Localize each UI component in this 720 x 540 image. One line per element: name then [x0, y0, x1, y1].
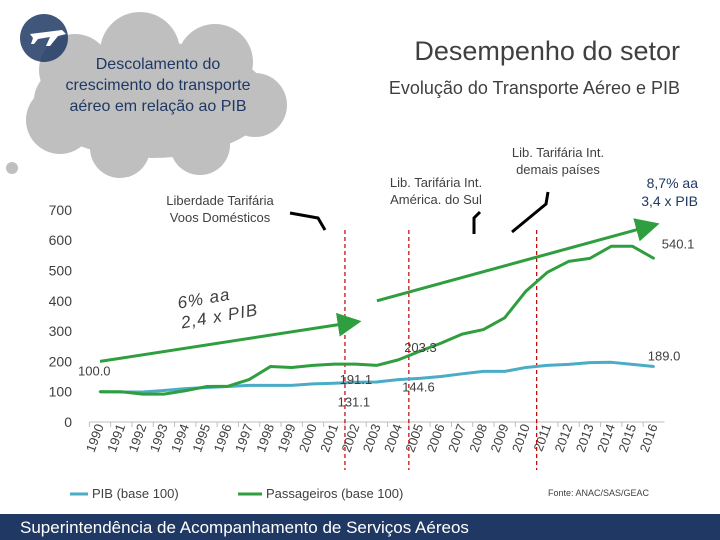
- data-point: [333, 362, 336, 366]
- data-point: [311, 364, 315, 367]
- data-point: [567, 363, 570, 366]
- data-point: [439, 375, 442, 378]
- data-point: [460, 372, 464, 376]
- data-point: [141, 392, 144, 396]
- trend-growth-2003-2016: [376, 218, 660, 303]
- data-point: [375, 364, 379, 367]
- annotation-growth-right: 8,7% aa 3,4 x PIB: [590, 174, 698, 210]
- data-point: [439, 342, 442, 345]
- data-point: [588, 361, 592, 364]
- data-point: [418, 350, 421, 353]
- logo-plane-icon: [20, 14, 68, 62]
- data-point: [375, 380, 379, 384]
- annotation-lib-am-sul-line1: Lib. Tarifária Int.: [389, 175, 483, 190]
- data-point: [482, 328, 485, 331]
- data-point: [503, 370, 506, 373]
- data-point: [205, 385, 208, 388]
- annotation-lib-demais: Lib. Tarifária Int. demais países: [488, 144, 628, 178]
- data-label: 131.1: [338, 394, 371, 409]
- x-tick-label: 2016: [637, 422, 661, 454]
- data-point: [290, 366, 293, 369]
- annotation-growth-right-line1: 8,7% aa: [646, 175, 698, 191]
- data-point: [247, 384, 251, 387]
- footer-bar: [0, 514, 720, 540]
- data-point: [162, 392, 166, 396]
- y-tick-label: 600: [49, 232, 73, 248]
- data-point: [610, 245, 613, 248]
- annotation-lib-demais-line2: demais países: [516, 162, 600, 177]
- y-tick-label: 400: [49, 293, 73, 309]
- data-point: [567, 260, 570, 263]
- y-tick-label: 700: [49, 202, 73, 218]
- data-point: [588, 257, 592, 260]
- annotation-leaders: [289, 191, 550, 234]
- footer-text: Superintendência de Acompanhamento de Se…: [20, 518, 469, 537]
- data-point: [631, 245, 634, 248]
- data-point: [631, 363, 634, 366]
- data-label: 203.3: [404, 340, 437, 355]
- data-point: [524, 366, 528, 369]
- legend-pib: PIB (base 100): [92, 486, 179, 501]
- y-axis: 0 100 200 300 400 500 600 700: [49, 202, 73, 430]
- data-point: [503, 316, 506, 319]
- annotation-lib-am-sul: Lib. Tarifária Int. América. do Sul: [366, 174, 506, 208]
- y-tick-label: 500: [49, 263, 73, 279]
- data-point: [397, 378, 400, 381]
- page-title: Desempenho do setor: [414, 36, 680, 66]
- data-point: [162, 389, 166, 392]
- data-point: [546, 271, 549, 274]
- annotation-liberdade: Liberdade Tarifária Voos Domésticos: [120, 192, 320, 226]
- data-point: [184, 389, 187, 392]
- annotation-growth-right-line2: 3,4 x PIB: [641, 193, 698, 209]
- data-label: 100.0: [78, 364, 111, 379]
- y-tick-label: 100: [49, 384, 73, 400]
- data-point: [247, 378, 251, 381]
- annotation-liberdade-line2: Voos Domésticos: [169, 210, 271, 225]
- data-point: [290, 384, 293, 387]
- data-point: [652, 365, 655, 368]
- data-point: [652, 257, 655, 260]
- data-point: [482, 370, 485, 373]
- data-point: [269, 365, 272, 368]
- data-point: [98, 390, 102, 393]
- data-point: [546, 364, 549, 367]
- trend-arrows: [99, 218, 660, 363]
- data-label: 191.1: [340, 372, 373, 387]
- data-point: [120, 390, 123, 393]
- data-point: [354, 362, 357, 366]
- policy-marker-lines: [344, 230, 538, 470]
- data-point: [333, 382, 336, 385]
- data-point: [397, 358, 400, 362]
- data-point: [418, 377, 421, 380]
- callout-cloud: [6, 12, 287, 178]
- data-point: [311, 382, 315, 386]
- data-label: 189.0: [648, 349, 681, 364]
- data-point: [269, 384, 272, 387]
- annotation-liberdade-line1: Liberdade Tarifária: [166, 193, 274, 208]
- source-note: Fonte: ANAC/SAS/GEAC: [548, 488, 650, 498]
- y-tick-label: 0: [64, 414, 72, 430]
- annotation-lib-demais-line1: Lib. Tarifária Int.: [511, 145, 605, 160]
- x-axis: 1990199119921993199419951996199719981999…: [83, 421, 665, 454]
- data-point: [354, 381, 357, 384]
- callout-text: Descolamento do crescimento do transport…: [65, 56, 251, 115]
- y-tick-label: 200: [49, 353, 73, 369]
- data-point: [524, 289, 528, 293]
- legend-passageiros: Passageiros (base 100): [266, 486, 404, 501]
- series-lines: 100.0 191.1 203.3 131.1 144.6 540.1 189.0: [78, 236, 694, 409]
- x-tick-label: 2010: [509, 422, 533, 454]
- data-point: [460, 332, 464, 336]
- data-label: 540.1: [662, 236, 695, 251]
- trend-growth-1990-2002: [99, 312, 362, 363]
- data-point: [226, 385, 229, 388]
- page-subtitle: Evolução do Transporte Aéreo e PIB: [388, 78, 680, 98]
- data-label: 144.6: [402, 380, 435, 395]
- y-tick-label: 300: [49, 323, 73, 339]
- annotation-lib-am-sul-line2: América. do Sul: [390, 192, 482, 207]
- data-point: [610, 361, 613, 364]
